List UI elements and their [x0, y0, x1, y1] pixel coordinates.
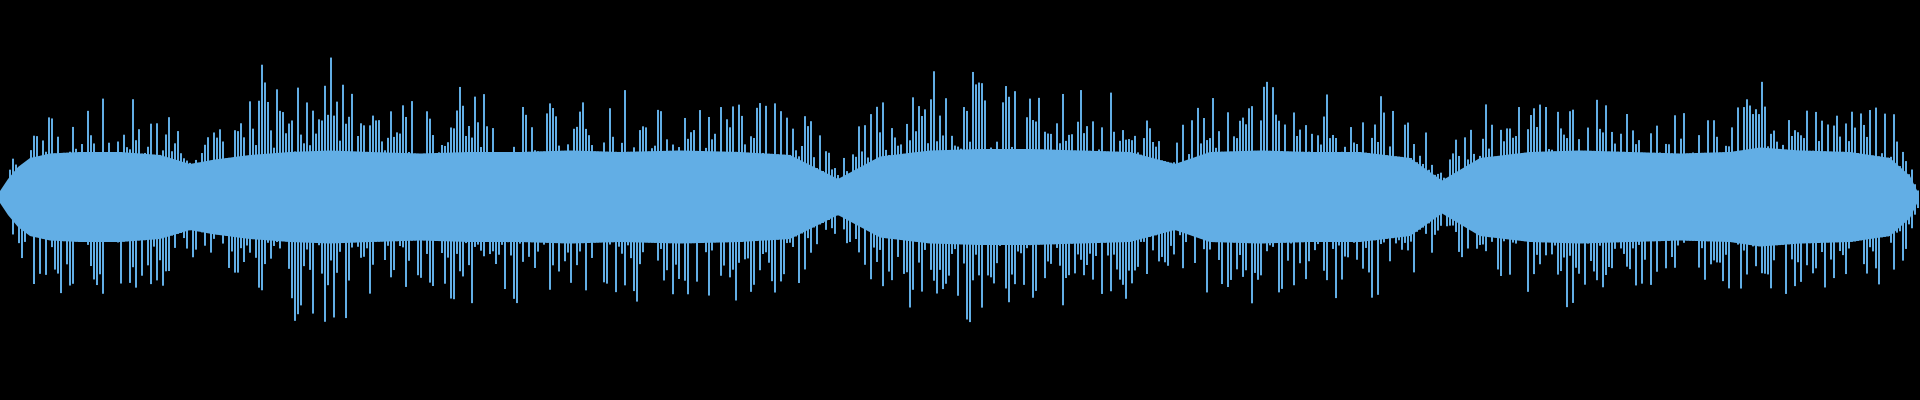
waveform-bars [0, 57, 1919, 323]
